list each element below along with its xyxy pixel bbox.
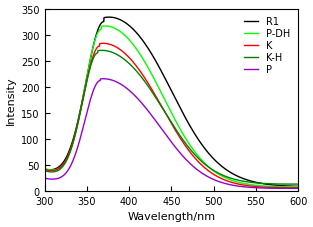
P <box>217 180 221 183</box>
P-DH <box>43 168 46 170</box>
P-DH <box>155 83 158 86</box>
Line: P-DH: P-DH <box>44 27 298 187</box>
R1 <box>146 47 149 49</box>
K-H <box>146 84 149 87</box>
P-DH <box>296 185 300 188</box>
Line: P: P <box>44 79 298 189</box>
K-H <box>155 98 158 101</box>
X-axis label: Wavelength/nm: Wavelength/nm <box>127 212 215 222</box>
K-H <box>245 181 249 183</box>
K <box>296 187 300 189</box>
P <box>290 187 293 190</box>
R1 <box>217 163 221 166</box>
P <box>43 177 46 180</box>
K-H <box>296 183 300 186</box>
K <box>43 168 46 171</box>
K <box>155 97 158 99</box>
P-DH <box>245 183 249 186</box>
P-DH <box>241 182 244 185</box>
R1 <box>296 185 300 188</box>
P <box>155 121 158 124</box>
P-DH <box>103 25 107 28</box>
R1 <box>107 17 111 19</box>
K <box>217 176 221 179</box>
K-H <box>241 180 244 183</box>
K-H <box>43 170 46 172</box>
P-DH <box>146 66 149 69</box>
K <box>245 184 249 187</box>
P <box>245 186 249 189</box>
K-H <box>100 50 104 52</box>
K <box>241 184 244 186</box>
R1 <box>155 62 158 64</box>
Y-axis label: Intensity: Intensity <box>6 76 16 125</box>
R1 <box>241 177 244 180</box>
Line: K-H: K-H <box>44 51 298 184</box>
P-DH <box>217 173 221 176</box>
P <box>101 78 105 81</box>
K <box>296 187 300 189</box>
K <box>69 148 72 151</box>
P <box>296 187 300 190</box>
K <box>146 81 149 84</box>
P <box>69 165 72 168</box>
R1 <box>69 146 72 149</box>
R1 <box>245 179 249 182</box>
K-H <box>69 150 72 153</box>
R1 <box>43 168 46 171</box>
P-DH <box>69 149 72 152</box>
Line: K: K <box>44 44 298 188</box>
K <box>101 43 105 45</box>
Legend: R1, P-DH, K, K-H, P: R1, P-DH, K, K-H, P <box>241 14 293 78</box>
K-H <box>290 183 293 186</box>
Line: R1: R1 <box>44 18 298 187</box>
K-H <box>217 172 221 175</box>
P <box>241 185 244 188</box>
P-DH <box>295 185 299 188</box>
P <box>146 109 149 112</box>
